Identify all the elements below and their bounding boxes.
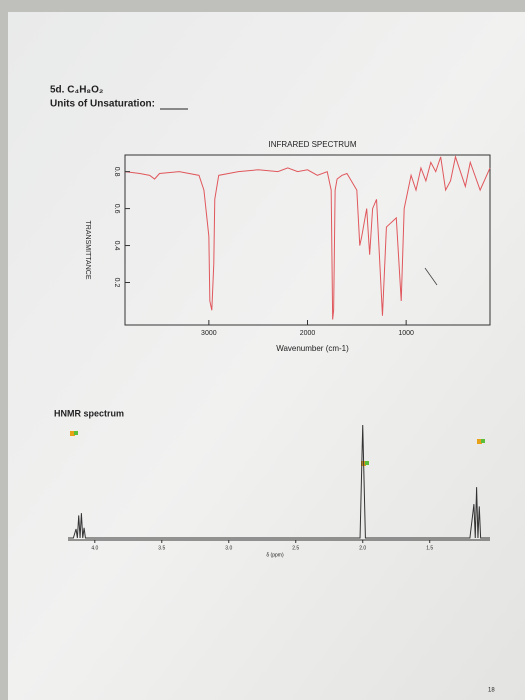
integration-marker	[481, 439, 485, 443]
pen-mark	[424, 267, 438, 286]
x-axis-label: δ (ppm)	[266, 552, 284, 558]
y-axis-label: TRANSMITTANCE	[84, 221, 91, 280]
integration-marker	[365, 461, 369, 465]
x-tick-label: 2.5	[292, 545, 299, 551]
chart-title: HNMR spectrum	[54, 408, 124, 418]
y-tick-label: 0.6	[113, 204, 120, 214]
x-tick-label: 3.0	[225, 545, 232, 551]
x-tick-label: 1000	[398, 330, 414, 337]
spectrum-line	[68, 424, 490, 539]
y-tick-label: 0.4	[113, 241, 120, 251]
paper	[8, 12, 525, 700]
x-axis-label: Wavenumber (cm-1)	[276, 344, 349, 353]
x-tick-label: 1.5	[426, 545, 433, 551]
problem-title: 5d. C₄H₈O₂	[50, 85, 103, 96]
page-number: 18	[488, 688, 495, 694]
y-tick-label: 0.8	[113, 167, 120, 177]
x-tick-label: 2000	[300, 330, 316, 337]
spectrum-line	[124, 154, 491, 320]
integration-marker	[74, 431, 78, 435]
prompt: Units of Unsaturation:	[50, 99, 155, 110]
integration-marker	[70, 431, 75, 436]
x-tick-label: 2.0	[359, 545, 366, 551]
y-tick-label: 0.2	[113, 278, 120, 288]
x-tick-label: 3000	[201, 330, 217, 337]
chart-title: INFRARED SPECTRUM	[268, 140, 356, 149]
integration-marker	[477, 439, 482, 444]
x-tick-label: 4.0	[91, 545, 98, 551]
x-tick-label: 3.5	[158, 545, 165, 551]
